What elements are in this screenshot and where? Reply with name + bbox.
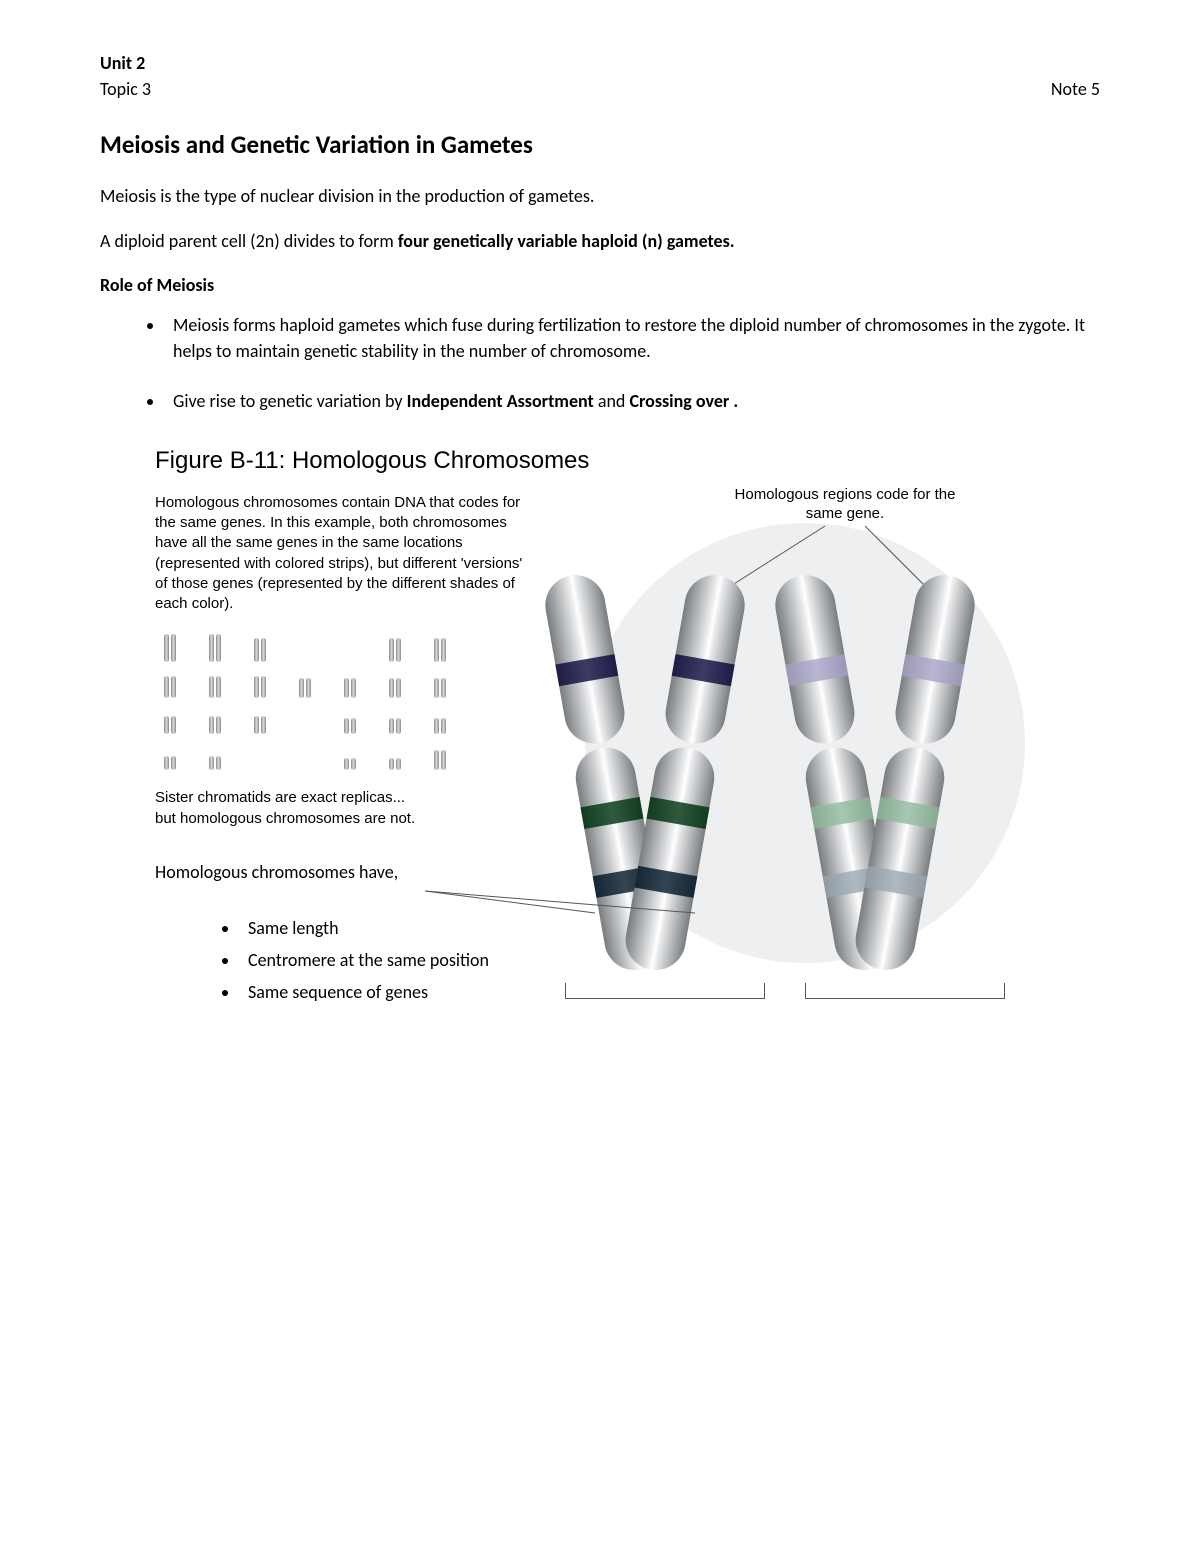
role-bullet-1: Meiosis forms haploid gametes which fuse… <box>165 312 1100 364</box>
figure-b11: Figure B-11: Homologous Chromosomes Homo… <box>155 444 1025 829</box>
bracket-left <box>565 983 765 999</box>
figure-right-column: Homologous regions code for the same gen… <box>545 493 1015 829</box>
karyotype-pair <box>379 670 410 698</box>
sister-line2: but homologous chromosomes are not. <box>155 809 525 829</box>
karyotype-pair <box>424 634 455 662</box>
karyotype-pair <box>424 706 455 734</box>
karyotype-pair <box>245 742 276 770</box>
karyotype-pair <box>334 670 365 698</box>
header-left: Unit 2 Topic 3 <box>100 50 151 102</box>
sister-line1: Sister chromatids are exact replicas... <box>155 788 525 808</box>
figure-title: Figure B-11: Homologous Chromosomes <box>155 444 1025 479</box>
karyotype-pair <box>245 706 276 734</box>
karyotype-pair <box>379 742 410 770</box>
karyotype-pair <box>200 742 231 770</box>
karyotype-pair <box>379 706 410 734</box>
karyotype-pair <box>290 742 321 770</box>
role-b2-bold1: Independent Assortment <box>407 390 594 412</box>
karyotype-pair <box>200 634 231 662</box>
karyotype-grid <box>155 634 455 770</box>
karyotype-pair <box>155 706 186 734</box>
karyotype-pair <box>245 670 276 698</box>
intro-paragraph-2: A diploid parent cell (2n) divides to fo… <box>100 228 1100 254</box>
karyotype-pair <box>200 670 231 698</box>
sister-caption: Sister chromatids are exact replicas... … <box>155 788 525 829</box>
chromatid-right <box>851 570 980 974</box>
role-b2-mid: and <box>594 390 630 412</box>
intro-paragraph-1: Meiosis is the type of nuclear division … <box>100 183 1100 209</box>
karyotype-pair <box>155 670 186 698</box>
bracket-right <box>805 983 1005 999</box>
figure-top-caption: Homologous regions code for the same gen… <box>715 485 975 524</box>
pointer-lines-bottom <box>175 873 735 953</box>
karyotype-pair <box>334 742 365 770</box>
unit-label: Unit 2 <box>100 50 151 76</box>
karyotype-pair <box>290 706 321 734</box>
role-bullets: Meiosis forms haploid gametes which fuse… <box>100 312 1100 414</box>
role-heading: Role of Meiosis <box>100 272 1100 298</box>
intro2-pre: A diploid parent cell (2n) divides to fo… <box>100 230 398 252</box>
karyotype-pair <box>424 742 455 770</box>
figure-description: Homologous chromosomes contain DNA that … <box>155 493 525 615</box>
karyotype-pair <box>245 634 276 662</box>
figure-body: Homologous chromosomes contain DNA that … <box>155 493 1025 829</box>
page-title: Meiosis and Genetic Variation in Gametes <box>100 127 1100 163</box>
role-b2-pre: Give rise to genetic variation by <box>173 390 407 412</box>
figure-left-column: Homologous chromosomes contain DNA that … <box>155 493 525 829</box>
karyotype-pair <box>334 706 365 734</box>
topic-label: Topic 3 <box>100 76 151 102</box>
karyotype-pair <box>155 634 186 662</box>
karyotype-pair <box>379 634 410 662</box>
intro2-bold: four genetically variable haploid (n) ga… <box>398 230 735 252</box>
role-bullet-2: Give rise to genetic variation by Indepe… <box>165 388 1100 414</box>
karyotype-pair <box>290 634 321 662</box>
chromosome-light <box>785 573 965 973</box>
karyotype-pair <box>200 706 231 734</box>
karyotype-pair <box>334 634 365 662</box>
role-b2-bold2: Crossing over . <box>629 390 738 412</box>
note-label: Note 5 <box>1051 76 1100 102</box>
karyotype-pair <box>155 742 186 770</box>
page-header: Unit 2 Topic 3 Note 5 <box>100 50 1100 102</box>
karyotype-pair <box>290 670 321 698</box>
karyotype-pair <box>424 670 455 698</box>
